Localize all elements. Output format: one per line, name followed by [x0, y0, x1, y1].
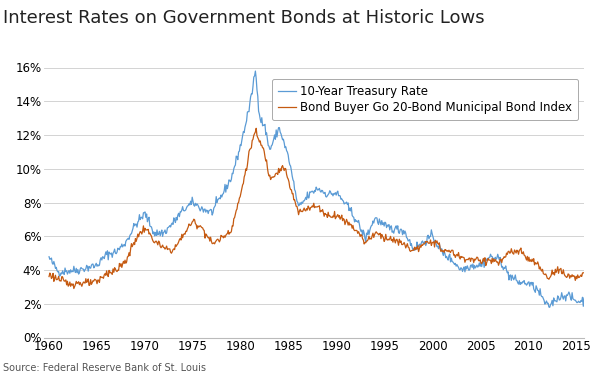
Bond Buyer Go 20-Bond Municipal Bond Index — [158, 244, 165, 249]
Bond Buyer Go 20-Bond Municipal Bond Index — [356, 234, 363, 239]
Text: Source: Federal Reserve Bank of St. Louis: Source: Federal Reserve Bank of St. Loui… — [3, 363, 206, 373]
Bond Buyer Go 20-Bond Municipal Bond Index — [253, 126, 260, 130]
10-Year Treasury Rate — [158, 230, 165, 235]
Bond Buyer Go 20-Bond Municipal Bond Index — [70, 286, 77, 291]
Text: Interest Rates on Government Bonds at Historic Lows: Interest Rates on Government Bonds at Hi… — [3, 9, 484, 27]
Bond Buyer Go 20-Bond Municipal Bond Index — [510, 252, 517, 257]
10-Year Treasury Rate — [546, 305, 553, 310]
10-Year Treasury Rate — [45, 255, 53, 259]
10-Year Treasury Rate — [203, 208, 210, 212]
10-Year Treasury Rate — [581, 296, 588, 300]
Bond Buyer Go 20-Bond Municipal Bond Index — [45, 274, 53, 279]
Line: Bond Buyer Go 20-Bond Municipal Bond Index: Bond Buyer Go 20-Bond Municipal Bond Ind… — [49, 128, 584, 288]
10-Year Treasury Rate — [385, 222, 392, 227]
Bond Buyer Go 20-Bond Municipal Bond Index — [386, 236, 394, 241]
10-Year Treasury Rate — [336, 194, 343, 198]
Bond Buyer Go 20-Bond Municipal Bond Index — [581, 270, 588, 275]
10-Year Treasury Rate — [509, 275, 516, 280]
Line: 10-Year Treasury Rate: 10-Year Treasury Rate — [49, 71, 584, 308]
Bond Buyer Go 20-Bond Municipal Bond Index — [204, 234, 211, 239]
Legend: 10-Year Treasury Rate, Bond Buyer Go 20-Bond Municipal Bond Index: 10-Year Treasury Rate, Bond Buyer Go 20-… — [272, 79, 578, 120]
10-Year Treasury Rate — [356, 222, 363, 226]
10-Year Treasury Rate — [252, 69, 259, 74]
Bond Buyer Go 20-Bond Municipal Bond Index — [337, 217, 344, 221]
